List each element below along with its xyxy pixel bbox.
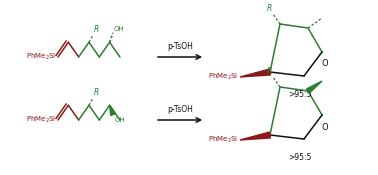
Text: >95:5: >95:5 [288, 153, 312, 162]
Text: R: R [94, 25, 99, 34]
Polygon shape [240, 132, 271, 140]
Text: p-TsOH: p-TsOH [167, 42, 193, 51]
Text: OH: OH [115, 117, 125, 123]
Text: R: R [267, 67, 272, 76]
Polygon shape [110, 105, 115, 116]
Text: p-TsOH: p-TsOH [167, 105, 193, 114]
Text: OH: OH [114, 26, 125, 32]
Text: O: O [321, 122, 328, 131]
Text: O: O [321, 60, 328, 68]
Polygon shape [307, 81, 322, 93]
Text: PhMe$_2$Si: PhMe$_2$Si [208, 135, 238, 145]
Text: >95:5: >95:5 [288, 90, 312, 99]
Text: R: R [94, 88, 99, 97]
Text: PhMe$_2$Si: PhMe$_2$Si [26, 115, 56, 125]
Text: PhMe$_2$Si: PhMe$_2$Si [208, 72, 238, 82]
Text: PhMe$_2$Si: PhMe$_2$Si [26, 52, 56, 62]
Polygon shape [240, 69, 271, 77]
Text: R: R [267, 4, 272, 13]
